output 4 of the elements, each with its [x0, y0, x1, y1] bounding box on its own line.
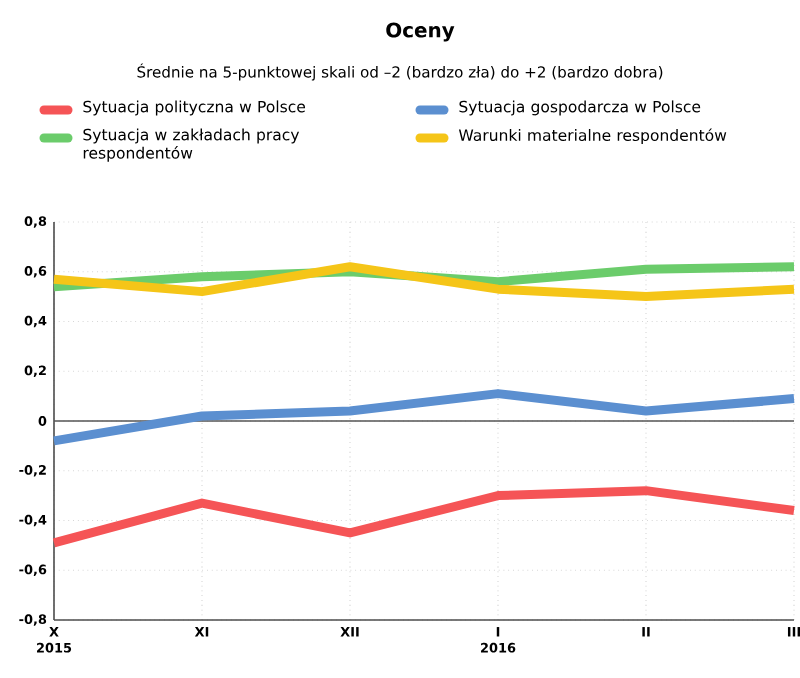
- line-series: [49, 262, 799, 302]
- line-series: [49, 389, 799, 446]
- chart-title: Oceny: [386, 22, 455, 42]
- line-series: [49, 486, 799, 548]
